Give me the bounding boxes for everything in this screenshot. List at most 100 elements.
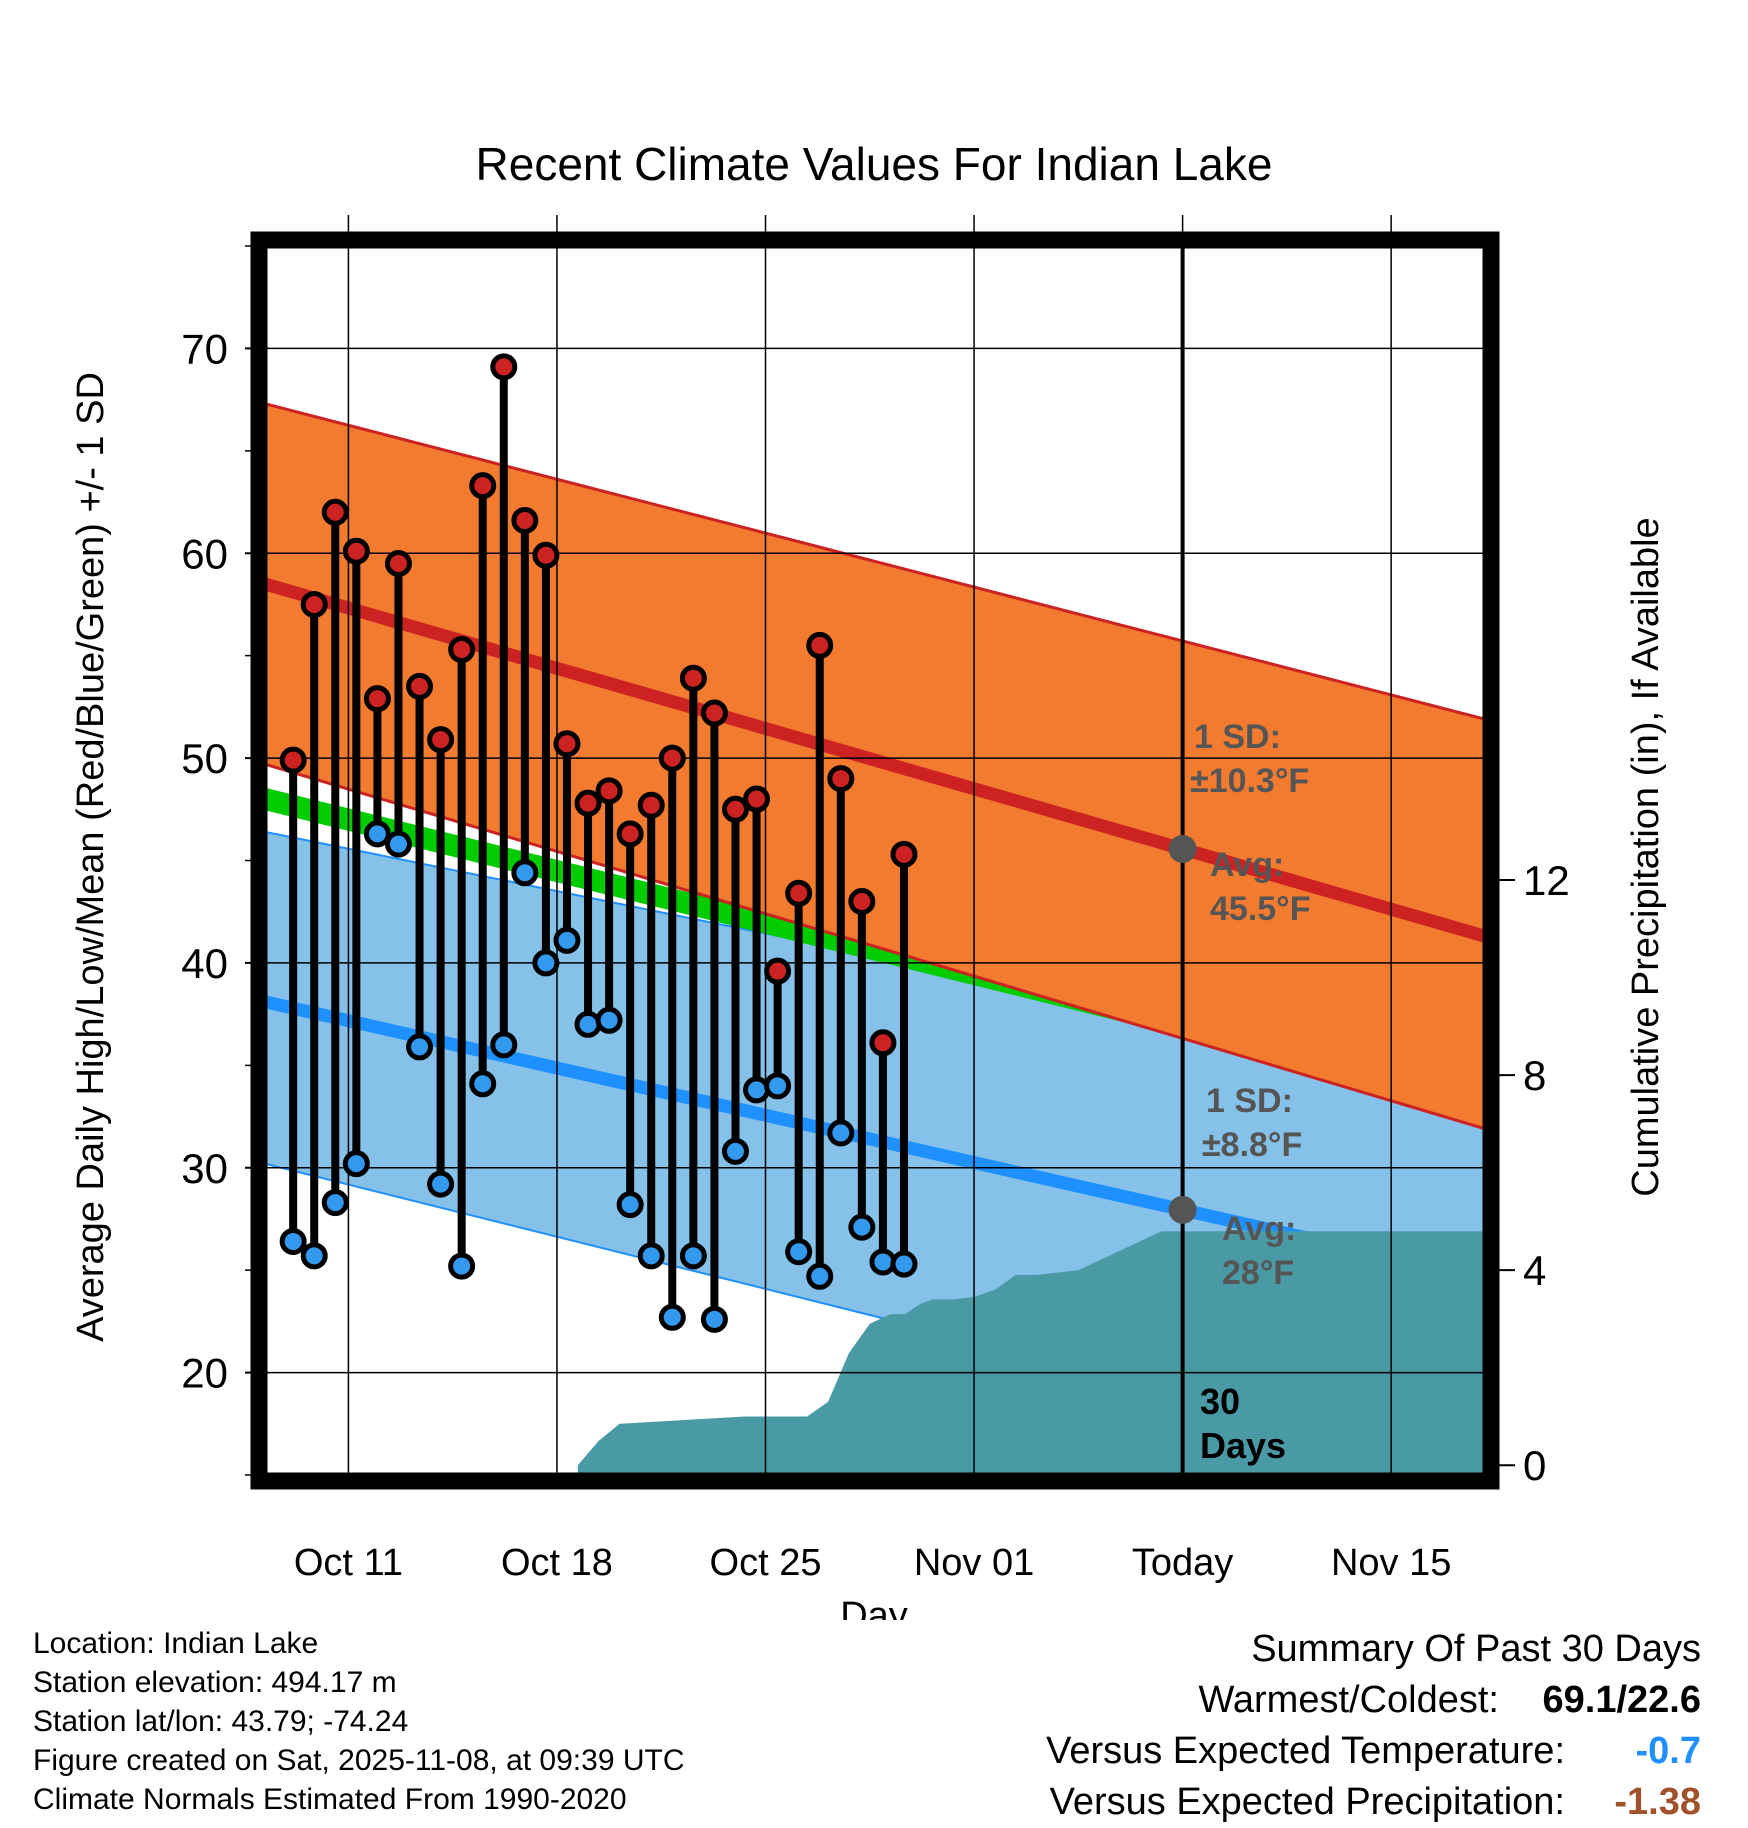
y-axis-label: Average Daily High/Low/Mean (Red/Blue/Gr… (70, 372, 112, 1342)
created-text: Figure created on Sat, 2025-11-08, at 09… (33, 1744, 685, 1777)
high-avg-value: 45.5°F (1210, 890, 1311, 928)
x-axis-label: Day (840, 1595, 908, 1620)
daily-high-point (806, 631, 834, 659)
x-tick-label: Today (1132, 1542, 1233, 1584)
y-tick-label: 60 (181, 530, 228, 577)
daily-low-point (279, 1227, 307, 1255)
temp-value: -0.7 (1635, 1730, 1701, 1772)
daily-high-point (595, 777, 623, 805)
daily-high-point (700, 699, 728, 727)
summary-panel: Summary Of Past 30 Days Warmest/Coldest:… (1046, 1624, 1701, 1828)
daily-low-point (721, 1137, 749, 1165)
daily-high-point (553, 730, 581, 758)
period-days-label: Days (1200, 1425, 1286, 1466)
warm-cold-value: 69.1/22.6 (1542, 1679, 1701, 1721)
daily-low-point (363, 820, 391, 848)
low-sd-label: 1 SD: (1206, 1082, 1293, 1120)
today-high-avg-marker (1168, 834, 1197, 863)
x-tick-label: Nov 01 (914, 1542, 1034, 1584)
x-tick-label: Nov 15 (1331, 1542, 1451, 1584)
daily-high-point (427, 726, 455, 754)
y-tick-label: 40 (181, 940, 228, 987)
daily-high-point (616, 820, 644, 848)
low-avg-label: Avg: (1222, 1210, 1296, 1248)
period-days-number: 30 (1200, 1381, 1240, 1422)
x-tick-label: Oct 11 (294, 1542, 403, 1584)
plot-area: 1 SD: ±10.3°F Avg: 45.5°F 1 SD: ±8.8°F Avg: 28°… (181, 215, 1570, 1584)
elevation-text: Station elevation: 494.17 m (33, 1666, 397, 1699)
daily-low-point (406, 1033, 434, 1061)
daily-high-point (574, 789, 602, 817)
daily-high-point (532, 541, 560, 569)
daily-low-point (679, 1242, 707, 1270)
daily-high-point (658, 744, 686, 772)
daily-low-point (448, 1252, 476, 1280)
daily-high-point (448, 636, 476, 664)
daily-high-point (764, 957, 792, 985)
daily-high-point (890, 840, 918, 868)
summary-precip-row: Versus Expected Precipitation: -1.38 (1046, 1777, 1701, 1828)
daily-low-point (785, 1238, 813, 1266)
low-sd-value: ±8.8°F (1202, 1126, 1302, 1164)
daily-high-point (469, 472, 497, 500)
low-avg-value: 28°F (1222, 1254, 1294, 1292)
daily-low-point (574, 1010, 602, 1038)
daily-low-point (427, 1170, 455, 1198)
high-avg-label: Avg: (1210, 846, 1284, 884)
daily-high-point (342, 537, 370, 565)
y-tick-label: 30 (181, 1145, 228, 1192)
warm-cold-label: Warmest/Coldest: (1198, 1679, 1499, 1721)
daily-low-point (490, 1031, 518, 1059)
daily-low-point (553, 926, 581, 954)
y-tick-label: 50 (181, 735, 228, 782)
high-sd-value: ±10.3°F (1190, 762, 1309, 800)
y-tick-label: 70 (181, 325, 228, 372)
daily-high-point (827, 765, 855, 793)
daily-low-point (384, 830, 412, 858)
chart-title: Recent Climate Values For Indian Lake (476, 138, 1273, 190)
summary-temp-row: Versus Expected Temperature: -0.7 (1046, 1726, 1701, 1777)
normals-text: Climate Normals Estimated From 1990-2020 (33, 1783, 627, 1816)
daily-high-point (511, 506, 539, 534)
daily-high-point (321, 498, 349, 526)
summary-warm-cold-row: Warmest/Coldest: 69.1/22.6 (1046, 1675, 1701, 1726)
climate-chart: Recent Climate Values For Indian Lake 1 … (70, 138, 1667, 1620)
daily-low-point (532, 949, 560, 977)
daily-high-point (406, 672, 434, 700)
daily-low-point (764, 1072, 792, 1100)
daily-high-point (743, 785, 771, 813)
daily-high-point (679, 664, 707, 692)
daily-low-point (869, 1248, 897, 1276)
daily-low-point (890, 1250, 918, 1278)
y2-tick-label: 8 (1523, 1052, 1546, 1099)
latlon-text: Station lat/lon: 43.79; -74.24 (33, 1705, 409, 1738)
daily-low-point (616, 1191, 644, 1219)
daily-low-point (300, 1242, 328, 1270)
daily-high-point (363, 685, 391, 713)
high-sd-label: 1 SD: (1194, 718, 1281, 756)
precip-area (577, 1231, 1485, 1475)
daily-low-point (637, 1242, 665, 1270)
precip-value: -1.38 (1614, 1781, 1701, 1823)
daily-low-point (827, 1119, 855, 1147)
summary-title: Summary Of Past 30 Days (1251, 1628, 1701, 1670)
temp-label: Versus Expected Temperature: (1046, 1730, 1565, 1772)
plot-inner (265, 402, 1485, 1475)
daily-low-point (469, 1070, 497, 1098)
daily-high-point (869, 1029, 897, 1057)
station-info: Location: Indian Lake Station elevation:… (33, 1624, 685, 1819)
daily-low-point (848, 1213, 876, 1241)
y2-tick-label: 4 (1523, 1247, 1546, 1294)
daily-high-point (490, 353, 518, 381)
daily-high-point (785, 879, 813, 907)
daily-high-point (637, 791, 665, 819)
x-tick-label: Oct 25 (710, 1542, 822, 1584)
daily-low-point (321, 1189, 349, 1217)
x-tick-label: Oct 18 (501, 1542, 613, 1584)
daily-high-point (279, 746, 307, 774)
daily-high-point (848, 887, 876, 915)
daily-low-point (342, 1150, 370, 1178)
y-tick-label: 20 (181, 1350, 228, 1397)
daily-high-point (384, 549, 412, 577)
location-text: Location: Indian Lake (33, 1627, 319, 1660)
